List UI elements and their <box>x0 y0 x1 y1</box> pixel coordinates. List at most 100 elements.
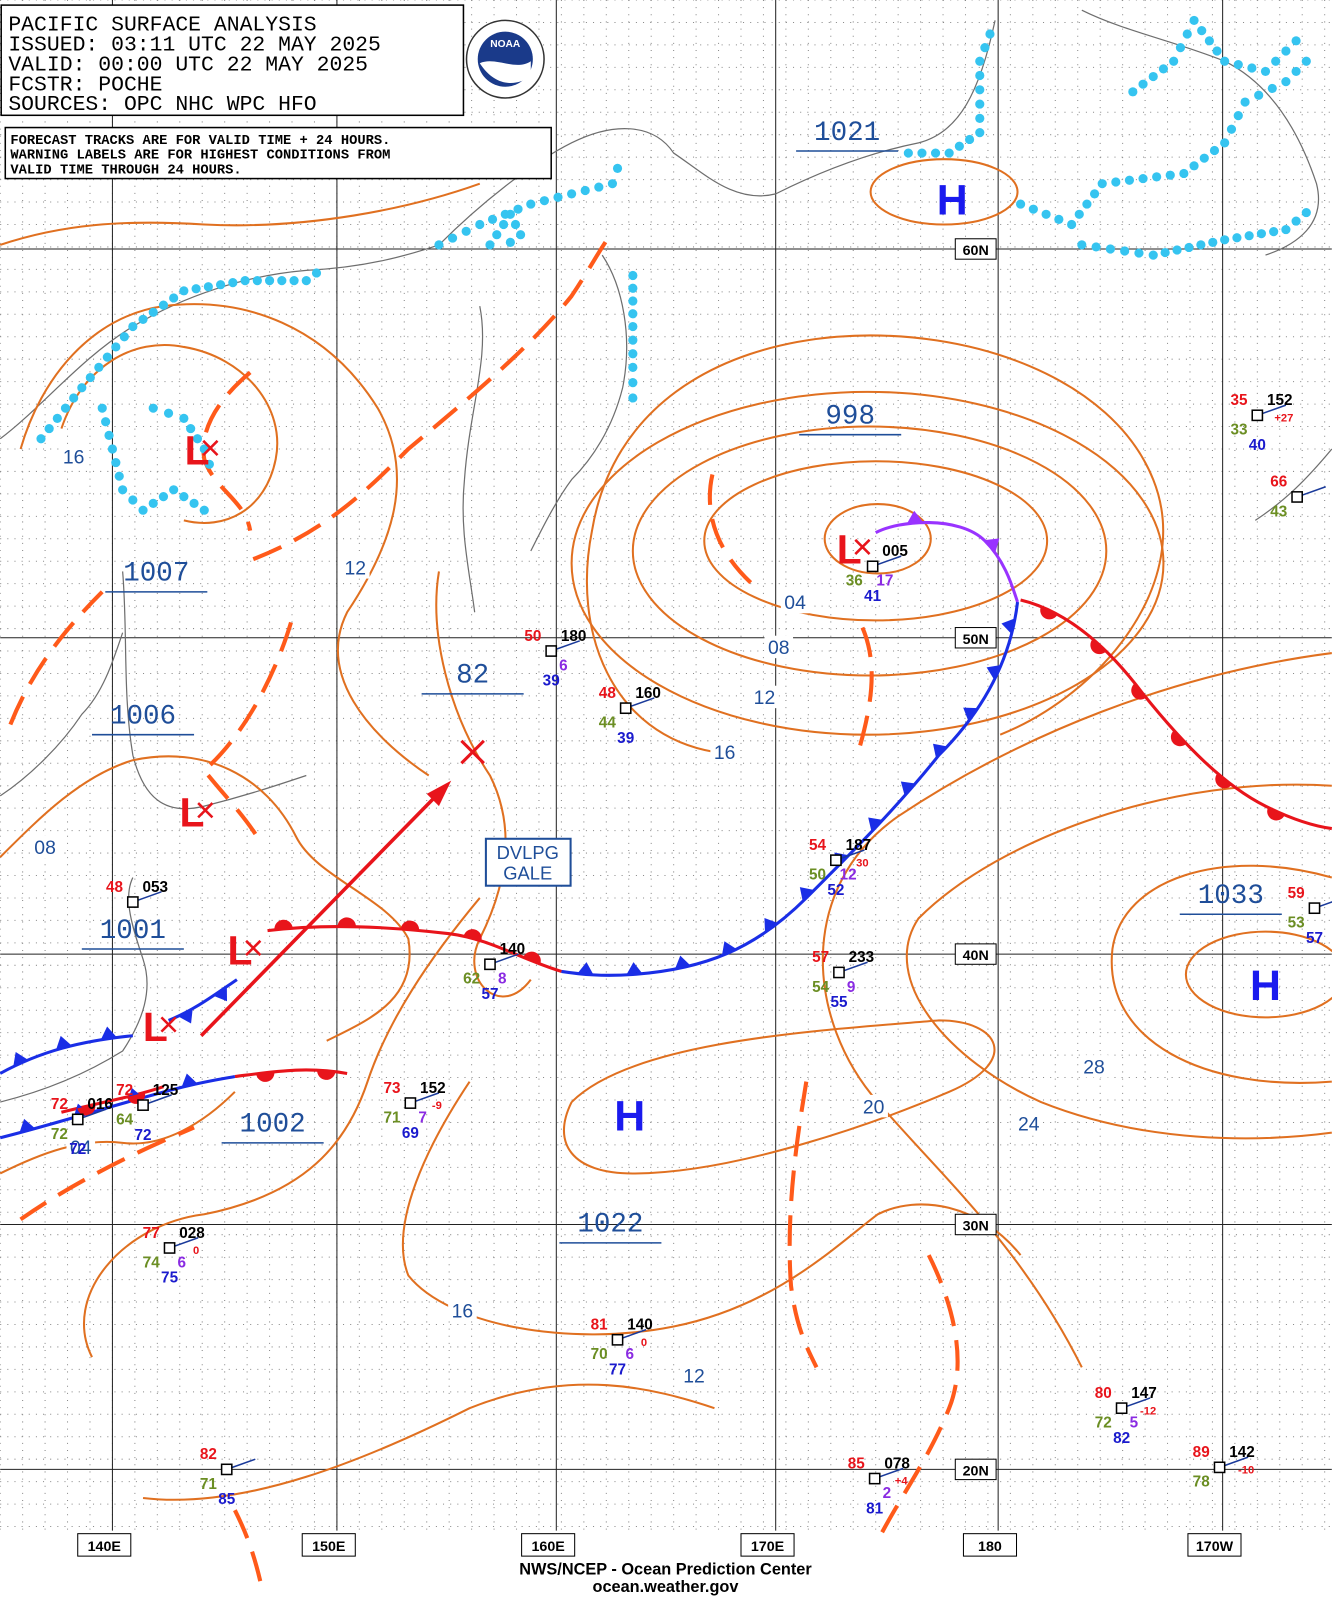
front-semicircle <box>317 1069 336 1080</box>
ice-dot <box>964 134 975 145</box>
station-air-temp: 89 <box>1193 1444 1210 1461</box>
ice-dot <box>118 485 128 495</box>
station-dew-point: 36 <box>846 573 863 590</box>
front-semicircle <box>1267 807 1285 821</box>
ice-dot <box>1120 246 1130 256</box>
isobar <box>905 783 1332 1140</box>
high-center: H <box>937 176 968 224</box>
ice-dot <box>628 378 638 388</box>
major-grid <box>0 0 1332 1531</box>
isobar-label: 16 <box>452 1300 474 1322</box>
high-center: H <box>614 1093 645 1141</box>
ice-dot <box>311 268 322 278</box>
front-semicircle <box>1131 683 1146 700</box>
station-marker <box>163 1242 176 1254</box>
ice-dot <box>1233 60 1243 70</box>
station-wave-height: 6 <box>178 1254 187 1271</box>
low-center-mark <box>160 1016 177 1033</box>
pressure-label: 1022 <box>577 1210 643 1241</box>
station-tendency: +27 <box>1274 412 1293 424</box>
station-marker <box>619 702 632 715</box>
header-line: SOURCES: OPC NHC WPC HFO <box>8 93 316 117</box>
ice-edge <box>36 15 1311 515</box>
station-wave-height: 9 <box>847 979 856 996</box>
ice-dot <box>1281 46 1291 56</box>
footer: NWS/NCEP - Ocean Prediction Centerocean.… <box>519 1560 812 1595</box>
station-marker <box>545 645 558 657</box>
ice-dot <box>930 148 941 158</box>
ice-dot <box>216 280 226 290</box>
station-marker <box>833 966 845 979</box>
isobar-label: 16 <box>63 446 85 468</box>
station-wave-height: 2 <box>883 1485 892 1502</box>
station-marker <box>866 560 879 573</box>
front-semicircle <box>337 917 356 927</box>
station-dew-point: 53 <box>1288 915 1305 932</box>
latitude-label: 60N <box>963 243 989 259</box>
front-semicircle <box>1040 606 1058 620</box>
station-sea-temp: 55 <box>830 994 848 1011</box>
warm-front <box>61 1085 164 1114</box>
isobar-label: 12 <box>345 557 367 579</box>
ice-dot <box>1260 66 1271 77</box>
station-dew-point: 62 <box>463 971 480 988</box>
ice-dot <box>1148 71 1158 82</box>
ice-dot <box>77 383 87 393</box>
ice-dot <box>944 148 954 158</box>
coastline <box>1081 9 1319 256</box>
ice-dot <box>539 196 549 206</box>
ice-dot <box>148 307 158 317</box>
station-air-temp: 77 <box>143 1225 160 1242</box>
station-pressure: 233 <box>849 949 875 966</box>
note: FORECAST TRACKS ARE FOR VALID TIME + 24 … <box>10 134 390 179</box>
ice-dot <box>1028 204 1038 214</box>
front-triangle <box>577 962 594 976</box>
longitude-label: 150E <box>312 1539 345 1555</box>
station-pressure: 147 <box>1131 1385 1157 1402</box>
trough <box>787 1081 819 1369</box>
header-line: FCSTR: POCHE <box>8 73 162 97</box>
pressure-label: 1006 <box>110 701 176 732</box>
ice-dot <box>1267 83 1277 94</box>
latitude-label-box <box>954 627 997 649</box>
ice-dot <box>567 189 577 199</box>
ice-dot <box>111 457 121 468</box>
ice-dot <box>580 185 590 196</box>
ice-dot <box>1165 170 1175 180</box>
ice-dot <box>628 270 638 281</box>
troughs <box>8 231 960 1583</box>
ice-dot <box>510 219 521 230</box>
pressure-label: 1021 <box>814 118 880 149</box>
note-line: FORECAST TRACKS ARE FOR VALID TIME + 24 … <box>10 134 390 149</box>
front-semicircle <box>463 929 482 941</box>
ice-dot <box>628 393 638 403</box>
ice-dot <box>500 209 510 219</box>
ice-dot <box>1291 66 1301 77</box>
isobar <box>0 755 411 1042</box>
ice-dot <box>487 214 498 224</box>
ice-dot <box>1124 175 1135 185</box>
latitude-label-box <box>954 238 997 260</box>
ice-dot <box>513 204 523 214</box>
logo-text: NOAA <box>490 39 521 50</box>
ice-dot <box>1134 248 1144 258</box>
station-marker <box>71 1113 84 1126</box>
station-sea-temp: 81 <box>866 1500 884 1517</box>
high-center: H <box>1250 962 1281 1010</box>
station-dew-point: 43 <box>1270 503 1287 520</box>
isobar-label-bg <box>1079 1055 1109 1078</box>
ice-dot <box>191 284 201 294</box>
station-marker <box>126 896 139 908</box>
forecast-position <box>460 739 485 765</box>
track-arrow <box>199 789 443 1037</box>
ice-dot <box>44 423 54 434</box>
ice-dot <box>1271 56 1281 66</box>
station-pressure: 125 <box>153 1082 179 1099</box>
trough <box>201 370 253 532</box>
ice-dot <box>199 505 209 515</box>
ice-dot <box>1189 15 1199 25</box>
station-marker <box>868 1472 881 1485</box>
ice-dot <box>1256 229 1266 239</box>
ice-dot <box>1220 138 1230 148</box>
station-air-temp: 72 <box>116 1082 133 1099</box>
